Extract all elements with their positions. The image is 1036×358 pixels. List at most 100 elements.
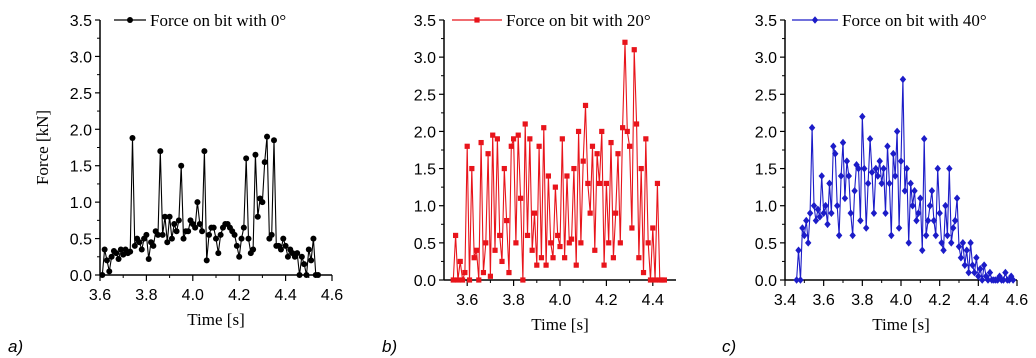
data-point — [166, 213, 173, 220]
data-point — [950, 224, 957, 232]
x-tick-label: 3.6 — [813, 292, 835, 309]
data-point — [855, 164, 862, 173]
data-point — [103, 257, 110, 264]
data-point — [254, 213, 261, 220]
data-point — [938, 239, 945, 247]
data-point — [975, 272, 982, 281]
y-axis-title: Force [kN] — [33, 110, 52, 185]
data-point — [515, 132, 521, 138]
data-point — [462, 269, 468, 276]
data-point — [450, 277, 456, 283]
data-point — [240, 224, 247, 231]
data-point — [965, 268, 972, 277]
x-tick-label: 3.8 — [502, 292, 524, 309]
data-point — [915, 209, 922, 217]
data-point — [557, 243, 563, 250]
data-point — [928, 187, 936, 195]
x-tick-label: 3.8 — [135, 287, 157, 304]
data-point — [870, 209, 878, 217]
data-point — [969, 261, 976, 269]
y-tick-label: 1.0 — [755, 199, 777, 216]
data-point — [550, 255, 556, 261]
x-tick-label: 4.2 — [929, 292, 951, 309]
data-point — [645, 240, 651, 246]
x-tick-label: 4.4 — [967, 292, 989, 309]
data-point — [822, 201, 829, 210]
data-point — [810, 201, 818, 210]
y-tick-label: 0.5 — [414, 236, 436, 253]
data-point — [876, 157, 883, 165]
data-point — [506, 269, 512, 276]
data-point — [504, 217, 510, 224]
legend-marker — [811, 16, 819, 24]
data-point — [233, 242, 240, 249]
data-point — [797, 276, 804, 284]
data-point — [562, 255, 568, 261]
legend-label: Force on bit with 20° — [506, 11, 651, 30]
data-point — [812, 216, 820, 225]
data-point — [615, 151, 621, 157]
y-tick-label: 0.5 — [70, 232, 92, 249]
data-point — [837, 172, 845, 180]
data-point — [277, 246, 284, 253]
data-point — [834, 201, 841, 210]
data-point — [620, 125, 626, 131]
data-point — [909, 201, 916, 210]
data-point — [859, 112, 866, 121]
data-point — [136, 239, 143, 246]
data-point — [106, 268, 113, 275]
data-point — [573, 262, 579, 268]
data-point — [520, 277, 526, 283]
data-point — [603, 180, 609, 187]
data-point — [793, 276, 800, 284]
data-point — [508, 143, 514, 149]
y-tick-label: 0.5 — [755, 236, 777, 253]
data-point — [864, 179, 872, 188]
data-point — [587, 210, 593, 216]
x-tick-label: 4.0 — [182, 287, 204, 304]
data-point — [818, 172, 825, 180]
data-point — [199, 228, 206, 235]
data-point — [513, 240, 519, 246]
data-point — [582, 102, 589, 109]
data-point — [629, 225, 635, 231]
data-point — [849, 231, 856, 240]
data-point — [801, 231, 808, 240]
x-tick-label: 4.6 — [321, 287, 343, 304]
legend-label: Force on bit with 40° — [842, 11, 987, 30]
data-point — [963, 246, 970, 255]
data-point — [934, 164, 941, 173]
data-point — [957, 253, 965, 262]
data-point — [271, 137, 277, 144]
data-point — [129, 135, 136, 142]
data-point — [980, 261, 988, 269]
data-point — [238, 235, 245, 242]
data-point — [150, 242, 157, 249]
data-point — [799, 224, 806, 232]
data-point — [571, 165, 577, 172]
panel-label: c) — [722, 337, 736, 356]
data-point — [905, 239, 912, 247]
data-point — [622, 39, 628, 45]
data-point — [830, 142, 837, 151]
data-point — [261, 159, 268, 166]
data-point — [575, 128, 582, 135]
data-point — [471, 255, 477, 261]
data-point — [485, 151, 491, 157]
data-point — [585, 180, 591, 187]
data-point — [589, 143, 596, 149]
x-tick-label: 4.2 — [595, 292, 617, 309]
data-point — [203, 257, 210, 264]
data-point — [161, 213, 168, 220]
data-point — [552, 184, 558, 190]
data-point — [517, 195, 524, 201]
data-point — [478, 139, 484, 146]
data-point — [936, 209, 943, 217]
data-point — [835, 231, 843, 240]
y-tick-label: 0.0 — [414, 273, 436, 290]
y-tick-label: 2.5 — [414, 87, 436, 104]
data-point — [647, 277, 654, 283]
data-point — [490, 132, 496, 138]
x-tick-label: 4.6 — [1006, 292, 1028, 309]
data-point — [497, 232, 503, 239]
